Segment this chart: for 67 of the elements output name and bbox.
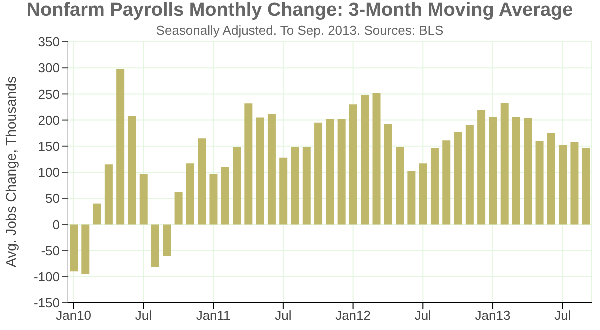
bar: [93, 204, 102, 225]
bar: [361, 95, 370, 225]
bar: [454, 132, 462, 225]
bar: [489, 117, 498, 225]
x-tick-label: Jul: [414, 308, 432, 324]
bar: [408, 171, 416, 225]
bar: [442, 140, 451, 225]
bar: [163, 224, 172, 256]
bar: [326, 119, 334, 225]
bar: [524, 118, 532, 225]
bar: [291, 147, 300, 225]
y-tick-label: 150: [38, 139, 60, 154]
bar: [256, 118, 264, 225]
bar: [210, 174, 218, 225]
y-axis-title: Avg. Jobs Change, Thousands: [2, 76, 19, 268]
y-tick-label: -50: [41, 243, 60, 258]
bar: [233, 147, 242, 225]
bar: [280, 158, 288, 225]
y-tick-label: 100: [38, 165, 60, 180]
x-tick-label: Jan13: [475, 308, 511, 324]
bar: [559, 145, 568, 225]
y-tick-label: 250: [38, 86, 60, 102]
bar: [430, 148, 439, 225]
bar: [128, 116, 136, 225]
bar: [547, 133, 556, 225]
bar: [186, 164, 194, 225]
x-tick-label: Jan11: [196, 308, 231, 324]
y-tick-label: 300: [38, 60, 60, 76]
x-tick-label: Jul: [275, 308, 292, 324]
bar: [512, 117, 520, 225]
chart-subtitle: Seasonally Adjusted. To Sep. 2013. Sources: BLS: [156, 23, 444, 38]
bar: [70, 224, 78, 272]
bar: [396, 147, 404, 225]
bar: [140, 174, 148, 225]
y-tick-label: 200: [38, 112, 60, 128]
bar: [570, 142, 579, 225]
bar: [384, 124, 392, 225]
bar: [174, 192, 183, 225]
y-tick-label: -100: [34, 270, 60, 285]
y-tick-label: 0: [52, 217, 60, 232]
bar: [500, 103, 509, 225]
bar: [338, 119, 346, 225]
x-tick-label: Jan10: [56, 308, 92, 324]
bar: [466, 126, 474, 225]
x-tick-label: Jan12: [336, 308, 371, 324]
y-tick-label: -150: [34, 296, 60, 311]
bar: [82, 224, 90, 274]
bar: [372, 93, 381, 225]
bar: [314, 122, 323, 225]
bar: [116, 69, 125, 225]
bar: [302, 147, 311, 225]
bar: [349, 104, 358, 225]
bar: [536, 141, 544, 225]
bar: [419, 164, 428, 225]
y-tick-label: 50: [46, 191, 60, 206]
bar: [221, 167, 230, 225]
x-tick-label: Jul: [554, 308, 572, 324]
chart-title: Nonfarm Payrolls Monthly Change: 3-Month Moving Average: [26, 0, 574, 22]
bar: [244, 104, 253, 225]
bar: [198, 138, 206, 225]
bar: [582, 148, 590, 225]
bar: [268, 114, 276, 225]
bar: [478, 110, 486, 225]
x-tick-label: Jul: [135, 308, 152, 324]
bar: [104, 164, 113, 225]
y-tick-label: 350: [38, 34, 60, 50]
bar: [152, 224, 160, 268]
